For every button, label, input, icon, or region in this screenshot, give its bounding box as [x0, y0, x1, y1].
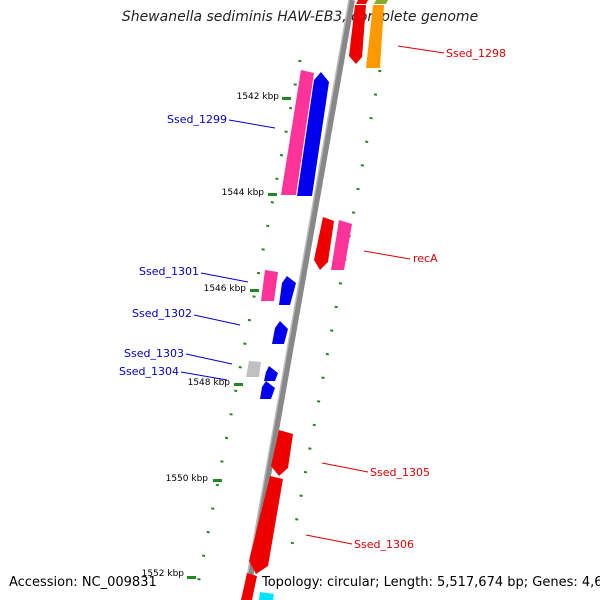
gene-bottom-red[interactable]	[241, 573, 257, 600]
accession-label: Accession: NC_009831	[9, 575, 157, 590]
gene-ssed-1304b[interactable]	[260, 381, 275, 399]
kbp-label: 1550 kbp	[166, 474, 209, 484]
kbp-tick-1548	[234, 383, 243, 386]
kbp-label: 1542 kbp	[237, 92, 280, 102]
kbp-tick-1542	[282, 97, 291, 100]
gene-ssed-1305[interactable]	[271, 430, 293, 476]
kbp-label: 1544 kbp	[222, 188, 265, 198]
connector-ssed-1301	[200, 272, 249, 283]
gene-bottom-cyan[interactable]	[259, 592, 274, 600]
outer-tick-dots	[290, 69, 382, 546]
gene-ssed-1298[interactable]	[366, 5, 384, 68]
kbp-label: 1546 kbp	[204, 284, 247, 294]
forward-strand-genes	[241, 0, 388, 600]
gene-label-ssed-1303[interactable]: Ssed_1303	[124, 347, 184, 360]
genome-backbone-highlight	[242, 0, 350, 600]
gene-ssed-1306[interactable]	[249, 476, 283, 574]
gene-top-red-cap[interactable]	[356, 0, 368, 4]
map-title: Shewanella sediminis HAW-EB3, complete g…	[121, 9, 479, 25]
gene-label-ssed-1305[interactable]: Ssed_1305	[370, 466, 430, 479]
gene-ssed-1301-pink[interactable]	[261, 270, 278, 301]
gene-ssed-1298-left[interactable]	[349, 5, 366, 64]
connector-ssed-1306	[305, 534, 353, 545]
connector-ssed-1304	[180, 371, 228, 381]
kbp-label: 1548 kbp	[188, 378, 231, 388]
gene-ssed-1299[interactable]	[297, 72, 329, 196]
gene-reca[interactable]	[331, 220, 352, 270]
reverse-strand-genes	[246, 70, 329, 399]
connector-ssed-1305	[321, 462, 369, 473]
kbp-tick-1552	[187, 576, 196, 579]
connector-ssed-1299	[228, 119, 276, 129]
tick-track-outer	[290, 69, 382, 546]
gene-ssed-1301[interactable]	[279, 276, 296, 305]
kbp-tick-1550	[213, 479, 222, 482]
kbp-label-group: 1542 kbp 1544 kbp 1546 kbp 1548 kbp 1550…	[142, 92, 280, 579]
kbp-tick-1544	[268, 193, 277, 196]
kbp-ticks	[187, 97, 291, 579]
gene-ssed-1303[interactable]	[246, 361, 261, 377]
gene-label-ssed-1304[interactable]: Ssed_1304	[119, 365, 179, 378]
topology-label: Topology: circular; Length: 5,517,674 bp…	[262, 575, 600, 590]
gene-label-ssed-1301[interactable]: Ssed_1301	[139, 265, 199, 278]
gene-label-group: Ssed_1298 Ssed_1299 recA Ssed_1301 Ssed_…	[119, 47, 506, 551]
kbp-tick-1546	[250, 289, 259, 292]
gene-ssed-1304[interactable]	[264, 366, 278, 381]
gene-ssed-1299-pink[interactable]	[281, 70, 314, 195]
genome-backbone	[243, 0, 355, 600]
connector-ssed-1303	[185, 353, 233, 365]
gene-label-ssed-1298[interactable]: Ssed_1298	[446, 47, 506, 60]
gene-label-ssed-1302[interactable]: Ssed_1302	[132, 307, 192, 320]
kbp-label: 1552 kbp	[142, 569, 185, 579]
gene-reca-left[interactable]	[314, 217, 334, 270]
gene-label-reca[interactable]: recA	[413, 252, 438, 265]
gene-top-olive[interactable]	[374, 0, 388, 4]
connector-reca	[363, 250, 411, 260]
gene-label-ssed-1306[interactable]: Ssed_1306	[354, 538, 414, 551]
gene-label-ssed-1299[interactable]: Ssed_1299	[167, 113, 227, 126]
connector-ssed-1298	[397, 45, 445, 54]
label-connectors	[180, 45, 445, 545]
gene-ssed-1302[interactable]	[272, 321, 288, 344]
connector-ssed-1302	[193, 314, 241, 326]
